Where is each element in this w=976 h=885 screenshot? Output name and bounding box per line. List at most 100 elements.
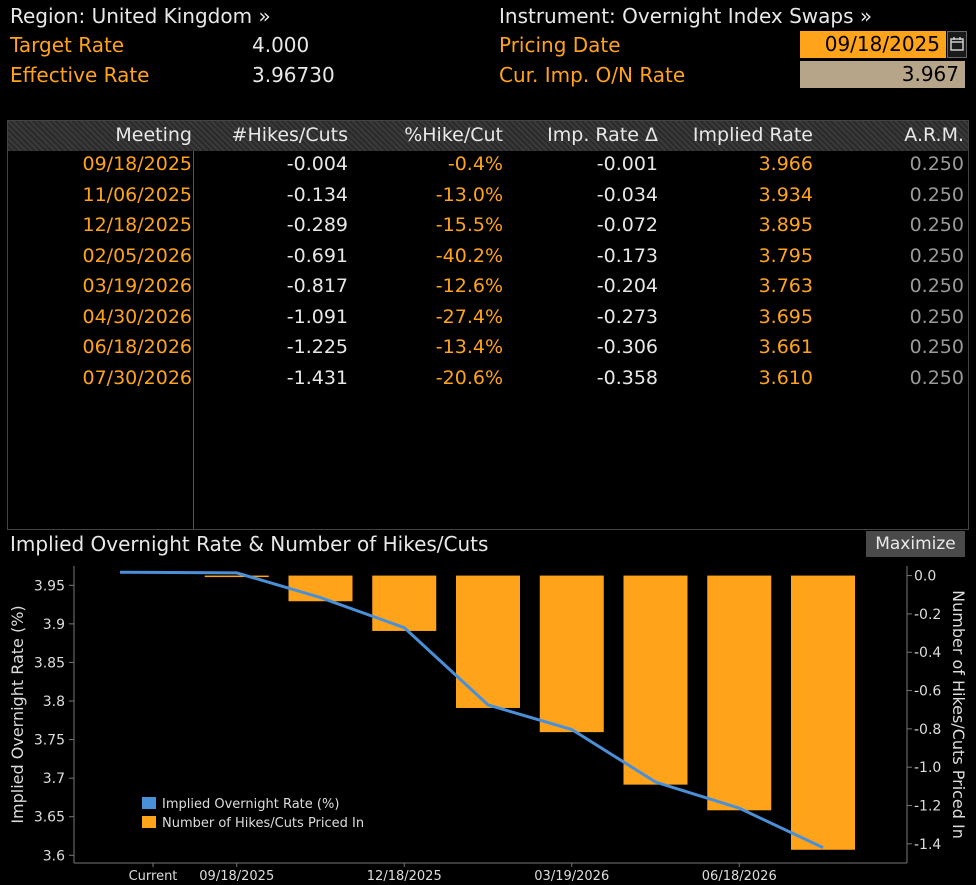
cell-hikes-cuts: -1.431	[286, 366, 348, 389]
meetings-table: Meeting #Hikes/Cuts %Hike/Cut Imp. Rate …	[7, 120, 969, 530]
cell-pct-hike-cut: -40.2%	[435, 244, 503, 267]
cell-meeting-date: 12/18/2025	[82, 214, 192, 236]
right-tick-label: 0.0	[914, 569, 936, 585]
cell-pct-hike-cut: -13.4%	[435, 336, 503, 358]
cell-meeting-date: 03/19/2026	[82, 275, 192, 297]
left-tick-label: 3.8	[43, 694, 65, 710]
cell-arm: 0.250	[909, 214, 964, 236]
cell-pct-hike-cut: -13.0%	[435, 183, 503, 206]
col-arm[interactable]: A.R.M.	[904, 124, 964, 146]
line-group	[119, 570, 824, 849]
left-tick-label: 3.95	[34, 578, 65, 594]
axes-group: 3.95 3.9 3.85 3.8 3.75 3.7 3.65 3.6 0.0 -0.2 -0.4 -…	[8, 566, 968, 884]
effective-rate-value: 3.96730	[252, 63, 335, 87]
cell-implied-rate: 3.695	[758, 305, 813, 328]
x-tick-label: 12/18/2025	[367, 869, 442, 884]
calendar-icon[interactable]	[947, 31, 967, 58]
bar-hikes-cuts	[539, 575, 604, 733]
bar-hikes-cuts	[372, 575, 437, 631]
cell-implied-rate: 3.795	[758, 244, 813, 267]
cell-pct-hike-cut: -20.6%	[435, 366, 503, 389]
bars-group	[204, 575, 855, 850]
cell-imp-rate-delta: -0.273	[596, 305, 658, 328]
col-hikes-cuts[interactable]: #Hikes/Cuts	[231, 124, 348, 146]
cell-imp-rate-delta: -0.204	[596, 275, 658, 297]
cell-meeting-date: 02/05/2026	[82, 244, 192, 267]
x-tick-label: 06/18/2026	[702, 869, 777, 884]
left-tick-label: 3.85	[34, 655, 65, 671]
left-tick-label: 3.7	[43, 771, 65, 787]
cell-hikes-cuts: -1.091	[286, 305, 348, 328]
x-tick-label: 09/18/2025	[199, 869, 274, 884]
bar-hikes-cuts	[707, 575, 772, 811]
cell-arm: 0.250	[909, 244, 964, 267]
x-tick-label: Current	[129, 869, 178, 884]
cell-implied-rate: 3.661	[758, 336, 813, 358]
cell-imp-rate-delta: -0.358	[596, 366, 658, 389]
cell-imp-rate-delta: -0.173	[596, 244, 658, 267]
rate-chart: 3.95 3.9 3.85 3.8 3.75 3.7 3.65 3.6 0.0 -0.2 -0.4 -…	[8, 566, 968, 884]
cell-hikes-cuts: -0.817	[286, 275, 348, 297]
pricing-date-label: Pricing Date	[499, 33, 621, 57]
cell-meeting-date: 07/30/2026	[82, 366, 192, 389]
bar-hikes-cuts	[791, 575, 855, 850]
cell-arm: 0.250	[909, 366, 964, 389]
right-tick-label: -1.4	[914, 837, 941, 853]
effective-rate-label: Effective Rate	[10, 63, 150, 87]
target-rate-label: Target Rate	[10, 33, 125, 57]
col-meeting[interactable]: Meeting	[115, 124, 192, 146]
cell-arm: 0.250	[909, 153, 964, 175]
left-tick-label: 3.75	[34, 733, 65, 749]
cell-arm: 0.250	[909, 183, 964, 206]
left-axis-title: Implied Overnight Rate (%)	[8, 605, 27, 823]
cell-pct-hike-cut: -12.6%	[435, 275, 503, 297]
bar-hikes-cuts	[623, 575, 688, 785]
right-axis-title: Number of Hikes/Cuts Priced In	[949, 590, 968, 839]
cell-imp-rate-delta: -0.034	[596, 183, 658, 206]
cell-implied-rate: 3.966	[758, 153, 813, 175]
chart-legend: Implied Overnight Rate (%) Number of Hike…	[136, 790, 384, 834]
col-implied-rate[interactable]: Implied Rate	[692, 124, 813, 146]
table-header: Meeting #Hikes/Cuts %Hike/Cut Imp. Rate …	[8, 121, 968, 151]
cell-pct-hike-cut: -27.4%	[435, 305, 503, 328]
cell-arm: 0.250	[909, 336, 964, 358]
chart-title: Implied Overnight Rate & Number of Hikes…	[10, 532, 489, 556]
bar-hikes-cuts	[456, 575, 520, 708]
bar-hikes-cuts	[204, 575, 269, 578]
legend-swatch-bar	[142, 816, 156, 828]
cell-imp-rate-delta: -0.001	[596, 153, 658, 175]
legend-label-line: Implied Overnight Rate (%)	[162, 797, 339, 812]
cell-meeting-date: 04/30/2026	[82, 305, 192, 328]
cell-arm: 0.250	[909, 275, 964, 297]
x-tick-label: 03/19/2026	[534, 869, 609, 884]
left-tick-label: 3.6	[43, 848, 65, 864]
col-pct-hike-cut[interactable]: %Hike/Cut	[404, 124, 503, 146]
region-selector[interactable]: Region: United Kingdom »	[10, 4, 271, 28]
cell-hikes-cuts: -0.691	[286, 244, 348, 267]
cell-implied-rate: 3.934	[758, 183, 813, 206]
cell-arm: 0.250	[909, 305, 964, 328]
pricing-date-input[interactable]: 09/18/2025	[800, 31, 946, 58]
instrument-selector[interactable]: Instrument: Overnight Index Swaps »	[499, 4, 873, 28]
col-imp-rate-delta[interactable]: Imp. Rate Δ	[547, 124, 658, 146]
right-tick-label: -1.0	[914, 760, 941, 776]
right-tick-label: -0.4	[914, 645, 941, 661]
maximize-button[interactable]: Maximize	[866, 531, 965, 557]
legend-label-bar: Number of Hikes/Cuts Priced In	[162, 816, 364, 831]
legend-box	[136, 790, 384, 834]
left-tick-label: 3.9	[43, 617, 65, 633]
legend-swatch-line	[142, 797, 156, 809]
right-tick-label: -1.2	[914, 799, 941, 815]
right-tick-label: -0.6	[914, 684, 941, 700]
right-tick-label: -0.8	[914, 722, 941, 738]
cell-meeting-date: 06/18/2026	[82, 336, 192, 358]
target-rate-value: 4.000	[252, 33, 310, 57]
cell-imp-rate-delta: -0.072	[596, 214, 658, 236]
cell-hikes-cuts: -0.289	[286, 214, 348, 236]
left-tick-label: 3.65	[34, 810, 65, 826]
cell-implied-rate: 3.610	[758, 366, 813, 389]
cell-implied-rate: 3.895	[758, 214, 813, 236]
cell-pct-hike-cut: -15.5%	[435, 214, 503, 236]
cell-pct-hike-cut: -0.4%	[447, 153, 503, 175]
cur-imp-rate-label: Cur. Imp. O/N Rate	[499, 63, 686, 87]
